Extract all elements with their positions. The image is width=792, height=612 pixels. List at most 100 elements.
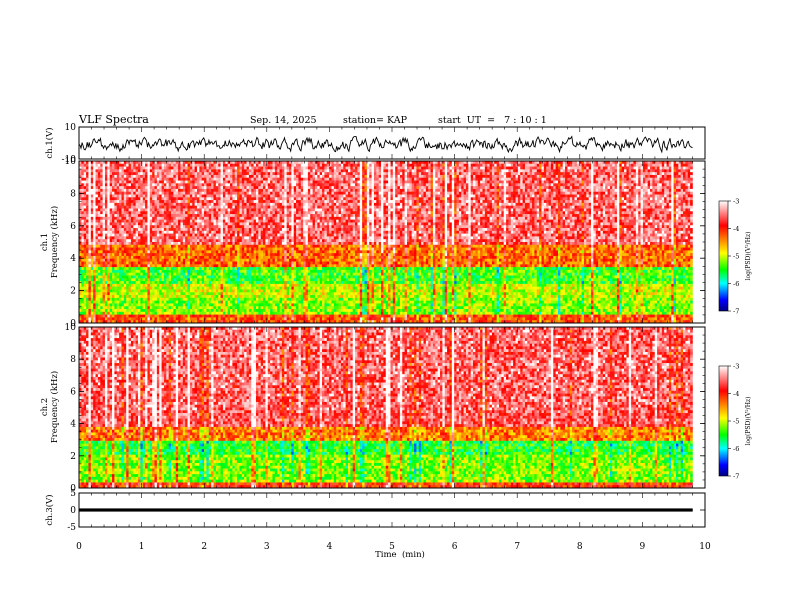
spectrogram-cell [294, 189, 297, 192]
spectrogram-cell [105, 172, 108, 175]
spectrogram-cell [86, 175, 89, 178]
spectrogram-cell [301, 181, 304, 184]
spectrogram-cell [100, 164, 103, 167]
spectrogram-cell [423, 175, 426, 178]
spectrogram-cell [176, 181, 179, 184]
spectrogram-cell [612, 186, 615, 189]
spectrogram-cell [164, 208, 167, 211]
spectrogram-cell [513, 197, 516, 200]
spectrogram-cell [228, 208, 231, 211]
spectrogram-cell [284, 192, 287, 195]
spectrogram-cell [464, 192, 467, 195]
spectrogram-cell [674, 169, 677, 172]
spectrogram-cell [124, 178, 127, 181]
spectrogram-cell [287, 175, 290, 178]
spectrogram-cell [482, 192, 485, 195]
spectrogram-cell [169, 167, 172, 170]
spectrogram-cell [464, 178, 467, 181]
spectrogram-cell [147, 208, 150, 211]
spectrogram-cell [173, 206, 176, 209]
spectrogram-cell [313, 208, 316, 211]
spectrogram-cell [527, 178, 530, 181]
spectrogram-cell [133, 175, 136, 178]
spectrogram-cell [388, 211, 391, 214]
spectrogram-cell [230, 203, 233, 206]
spectrogram-cell [261, 181, 264, 184]
spectrogram-cell [405, 197, 408, 200]
spectrogram-cell [645, 195, 648, 198]
spectrogram-cell [131, 211, 134, 214]
spectrogram-cell [497, 208, 500, 211]
spectrogram-cell [188, 169, 191, 172]
spectrogram-cell [317, 192, 320, 195]
spectrogram-cell [289, 169, 292, 172]
spectrogram-cell [275, 183, 278, 186]
spectrogram-cell [230, 164, 233, 167]
spectrogram-cell [320, 181, 323, 184]
spectrogram-cell [298, 172, 301, 175]
spectrogram-cell [504, 181, 507, 184]
spectrogram-cell [178, 183, 181, 186]
spectrogram-cell [81, 181, 84, 184]
spectrogram-cell [216, 195, 219, 198]
spectrogram-cell [605, 175, 608, 178]
spectrogram-cell [619, 172, 622, 175]
spectrogram-cell [669, 169, 672, 172]
spectrogram-cell [270, 192, 273, 195]
spectrogram-cell [678, 175, 681, 178]
spectrogram-cell [454, 192, 457, 195]
spectrogram-cell [256, 189, 259, 192]
spectrogram-cell [636, 200, 639, 203]
spectrogram-cell [516, 203, 519, 206]
spectrogram-cell [324, 200, 327, 203]
spectrogram-cell [629, 169, 632, 172]
spectrogram-cell [546, 178, 549, 181]
spectrogram-cell [464, 197, 467, 200]
spectrogram-cell [464, 181, 467, 184]
spectrogram-cell [159, 183, 162, 186]
spectrogram-cell [438, 164, 441, 167]
spectrogram-cell [327, 192, 330, 195]
spectrogram-cell [671, 186, 674, 189]
spectrogram-cell [296, 178, 299, 181]
spectrogram-cell [173, 189, 176, 192]
spectrogram-cell [126, 175, 129, 178]
spectrogram-cell [657, 195, 660, 198]
spectrogram-cell [513, 208, 516, 211]
spectrogram-cell [341, 192, 344, 195]
spectrogram-cell [268, 172, 271, 175]
spectrogram-cell [617, 203, 620, 206]
spectrogram-cell [114, 197, 117, 200]
spectrogram-cell [499, 211, 502, 214]
spectrogram-cell [367, 211, 370, 214]
spectrogram-cell [353, 186, 356, 189]
spectrogram-cell [648, 192, 651, 195]
spectrogram-cell [475, 197, 478, 200]
spectrogram-cell [407, 195, 410, 198]
spectrogram-cell [244, 200, 247, 203]
spectrogram-cell [662, 164, 665, 167]
spectrogram-cell [258, 169, 261, 172]
spectrogram-cell [301, 195, 304, 198]
spectrogram-cell [331, 203, 334, 206]
spectrogram-cell [280, 211, 283, 214]
spectrogram-cell [603, 186, 606, 189]
spectrogram-cell [683, 178, 686, 181]
spectrogram-cell [355, 195, 358, 198]
spectrogram-cell [416, 211, 419, 214]
spectrogram-cell [159, 169, 162, 172]
spectrogram-cell [284, 178, 287, 181]
spectrogram-cell [596, 208, 599, 211]
spectrogram-cell [482, 208, 485, 211]
spectrogram-cell [435, 167, 438, 170]
spectrogram-cell [232, 203, 235, 206]
spectrogram-cell [667, 181, 670, 184]
spectrogram-cell [249, 183, 252, 186]
spectrogram-cell [86, 164, 89, 167]
spectrogram-cell [251, 169, 254, 172]
spectrogram-cell [374, 167, 377, 170]
spectrogram-cell [121, 195, 124, 198]
spectrogram-cell [287, 189, 290, 192]
spectrogram-cell [499, 200, 502, 203]
spectrogram-cell [610, 206, 613, 209]
